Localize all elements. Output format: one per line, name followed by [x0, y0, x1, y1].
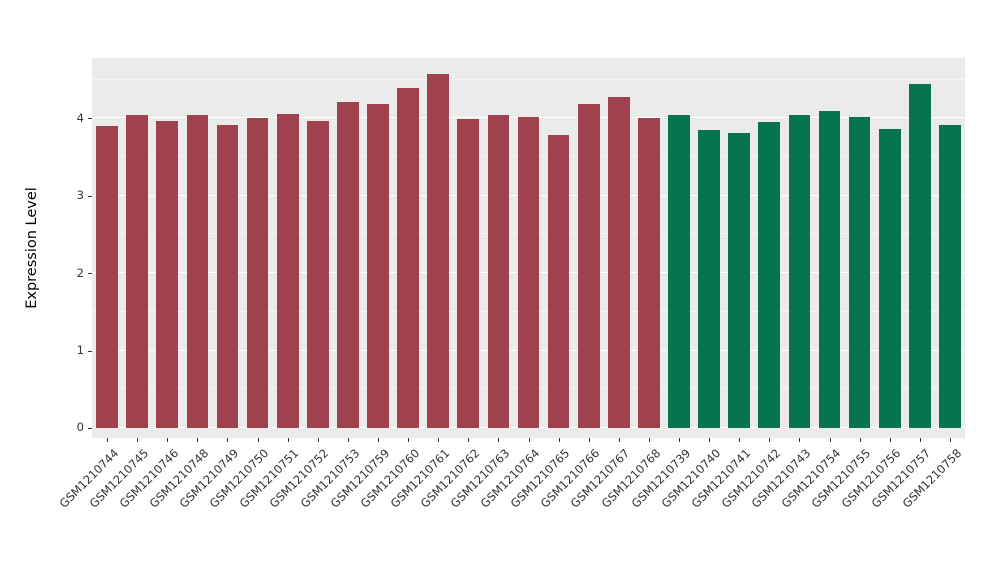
- y-tick-label: 0: [76, 420, 84, 435]
- x-tick-mark: [167, 438, 169, 442]
- bar: [758, 122, 781, 428]
- bar: [577, 104, 600, 428]
- y-axis-title: Expression Level: [24, 187, 40, 309]
- x-tick-mark: [317, 438, 319, 442]
- plot-panel: [92, 58, 965, 438]
- bar: [638, 117, 660, 428]
- bar: [517, 116, 540, 428]
- x-tick-mark: [468, 438, 470, 442]
- y-tick-mark: [88, 195, 92, 197]
- bar: [156, 120, 179, 428]
- y-tick-label: 1: [76, 343, 84, 358]
- bar: [848, 116, 871, 428]
- bar: [668, 115, 690, 428]
- x-tick-mark: [287, 438, 289, 442]
- x-tick-mark: [648, 438, 650, 442]
- x-tick-mark: [859, 438, 861, 442]
- bar: [96, 126, 118, 428]
- x-tick-mark: [709, 438, 711, 442]
- bar: [607, 96, 630, 428]
- bar: [246, 118, 269, 428]
- bar: [939, 125, 961, 428]
- x-tick-mark: [137, 438, 139, 442]
- x-tick-mark: [799, 438, 801, 442]
- bar: [788, 114, 811, 428]
- bar: [547, 134, 570, 428]
- y-tick-label: 4: [76, 110, 84, 125]
- x-tick-mark: [829, 438, 831, 442]
- y-tick-label: 3: [76, 188, 84, 203]
- x-tick-mark: [408, 438, 410, 442]
- x-tick-mark: [739, 438, 741, 442]
- y-tick-mark: [88, 273, 92, 275]
- x-tick-mark: [769, 438, 771, 442]
- x-tick-mark: [528, 438, 530, 442]
- x-tick-mark: [618, 438, 620, 442]
- y-tick-mark: [88, 118, 92, 120]
- bar: [487, 115, 510, 428]
- x-tick-mark: [107, 438, 109, 442]
- x-tick-mark: [347, 438, 349, 442]
- bar: [427, 74, 450, 428]
- x-tick-mark: [558, 438, 560, 442]
- bar: [909, 84, 931, 428]
- bar: [276, 113, 299, 428]
- bar: [337, 102, 359, 428]
- bar: [126, 115, 148, 428]
- bar: [186, 115, 209, 428]
- bar: [728, 133, 751, 428]
- gridline-minor: [92, 78, 965, 80]
- bar: [397, 88, 419, 428]
- bar: [818, 110, 841, 428]
- x-tick-mark: [919, 438, 921, 442]
- bar: [698, 130, 720, 428]
- bar: [457, 119, 480, 428]
- bar: [878, 129, 901, 428]
- bar: [216, 125, 239, 428]
- x-tick-mark: [889, 438, 891, 442]
- x-tick-mark: [438, 438, 440, 442]
- x-tick-mark: [679, 438, 681, 442]
- x-tick-mark: [498, 438, 500, 442]
- y-tick-mark: [88, 427, 92, 429]
- bar: [306, 120, 329, 428]
- x-tick-mark: [949, 438, 951, 442]
- x-tick-mark: [257, 438, 259, 442]
- x-tick-mark: [377, 438, 379, 442]
- bar: [367, 104, 389, 428]
- x-tick-mark: [588, 438, 590, 442]
- y-tick-mark: [88, 350, 92, 352]
- y-tick-label: 2: [76, 265, 84, 280]
- x-tick-mark: [227, 438, 229, 442]
- x-tick-mark: [197, 438, 199, 442]
